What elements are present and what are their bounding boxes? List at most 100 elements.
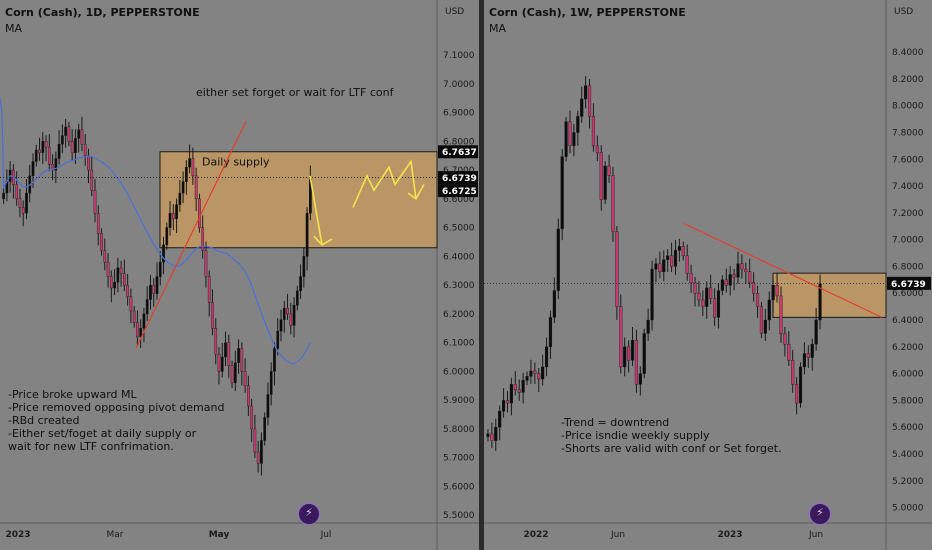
- candle: [736, 263, 740, 278]
- candle: [129, 296, 133, 312]
- y-tick-label: 6.9000: [443, 109, 475, 119]
- y-tick-label: 5.6000: [443, 482, 475, 492]
- candle: [250, 405, 253, 430]
- candle: [818, 283, 822, 321]
- candle: [256, 451, 260, 464]
- candle: [38, 149, 41, 154]
- candle: [282, 307, 286, 320]
- note-line: -Shorts are valid with conf or Set forge…: [561, 442, 782, 455]
- candle: [286, 307, 289, 315]
- candle: [175, 204, 178, 220]
- y-tick-label: 6.8000: [892, 262, 924, 272]
- candle: [521, 380, 525, 393]
- candle: [525, 376, 529, 381]
- candle: [41, 141, 45, 154]
- candle: [18, 198, 22, 208]
- candle: [21, 207, 25, 214]
- candle: [798, 366, 803, 404]
- candle: [191, 158, 195, 177]
- candle: [709, 287, 713, 299]
- y-tick-label: 6.1000: [443, 339, 475, 349]
- candle: [269, 371, 273, 395]
- candle: [93, 190, 97, 214]
- candle: [103, 250, 107, 263]
- candle: [106, 261, 110, 277]
- candle: [188, 158, 191, 168]
- candle: [90, 169, 94, 191]
- chart-title: Corn (Cash), 1W, PEPPERSTONE: [489, 6, 686, 19]
- candle: [712, 298, 717, 318]
- candle: [779, 295, 783, 334]
- y-tick-label: 6.0000: [443, 367, 475, 377]
- candle: [529, 370, 533, 377]
- candle: [171, 213, 175, 220]
- y-tick-label: 5.4000: [892, 450, 924, 460]
- y-tick-label: 6.6000: [443, 195, 475, 205]
- candle: [728, 274, 732, 286]
- candle: [57, 143, 61, 159]
- candle: [791, 360, 795, 385]
- candle: [584, 85, 588, 100]
- currency-label: USD: [894, 7, 913, 17]
- candle: [783, 333, 787, 345]
- candle: [806, 353, 810, 358]
- indicator-logo-icon[interactable]: ⚡: [298, 503, 320, 525]
- downward-trendline: [683, 223, 883, 318]
- candle: [623, 346, 627, 368]
- daily-chart-pane[interactable]: USD 7.1000 7.0000 6.9000 6.8000 6.7000 6.6000 6…: [0, 0, 479, 550]
- candle: [243, 371, 247, 387]
- y-tick-label: 7.1000: [443, 51, 475, 61]
- candle: [279, 319, 283, 332]
- candle: [299, 276, 302, 292]
- weekly-chart-svg[interactable]: USD 8.4000 8.2000 8.0000 7.8000 7.6000 7.4000 7…: [484, 0, 932, 550]
- note-line: -RBd created: [8, 414, 80, 427]
- candle: [513, 384, 517, 390]
- candle: [119, 267, 123, 274]
- note-line: -Price broke upward ML: [8, 388, 137, 401]
- candle: [168, 213, 172, 228]
- candle: [100, 233, 103, 251]
- candle: [113, 282, 116, 289]
- weekly-chart-pane[interactable]: USD 8.4000 8.2000 8.0000 7.8000 7.6000 7.4000 7…: [484, 0, 932, 550]
- y-tick-label: 6.2000: [443, 310, 475, 320]
- candle: [194, 175, 198, 200]
- candle: [77, 129, 81, 139]
- candle: [116, 267, 120, 283]
- candle: [544, 346, 549, 368]
- candle: [204, 250, 208, 277]
- candle: [611, 175, 615, 232]
- y-tick-label: 6.0000: [892, 370, 924, 380]
- candle: [181, 181, 185, 194]
- candle: [109, 276, 113, 289]
- candle: [720, 279, 724, 291]
- candle: [748, 271, 752, 283]
- price-label-bg: [438, 171, 478, 185]
- candle: [305, 213, 309, 257]
- candle: [214, 328, 218, 355]
- candle: [302, 256, 306, 277]
- daily-chart-svg[interactable]: USD7.10007.00006.90006.80006.70006.60006…: [0, 0, 479, 550]
- candle: [568, 121, 572, 147]
- candle: [701, 299, 705, 307]
- candle: [502, 400, 506, 412]
- candle: [576, 116, 580, 133]
- candle: [201, 227, 205, 251]
- pane-divider[interactable]: [479, 0, 484, 550]
- candle: [145, 299, 149, 315]
- candle: [552, 290, 556, 318]
- candle: [155, 276, 159, 294]
- candle: [47, 146, 51, 165]
- y-tick-label: 7.0000: [443, 80, 475, 90]
- candle: [185, 166, 188, 182]
- analysis-notes: -Trend = downtrend -Price isndie weekly s…: [561, 416, 782, 455]
- candle: [541, 366, 545, 380]
- candle: [31, 161, 35, 177]
- price-label-bg: [887, 276, 931, 290]
- candle: [744, 268, 748, 273]
- indicator-logo-icon[interactable]: ⚡: [809, 503, 831, 525]
- indicator-label: MA: [489, 22, 507, 35]
- x-tick-label: 2023: [717, 530, 742, 540]
- candle: [54, 158, 58, 171]
- candle: [619, 306, 623, 368]
- y-tick-label: 5.8000: [443, 425, 475, 435]
